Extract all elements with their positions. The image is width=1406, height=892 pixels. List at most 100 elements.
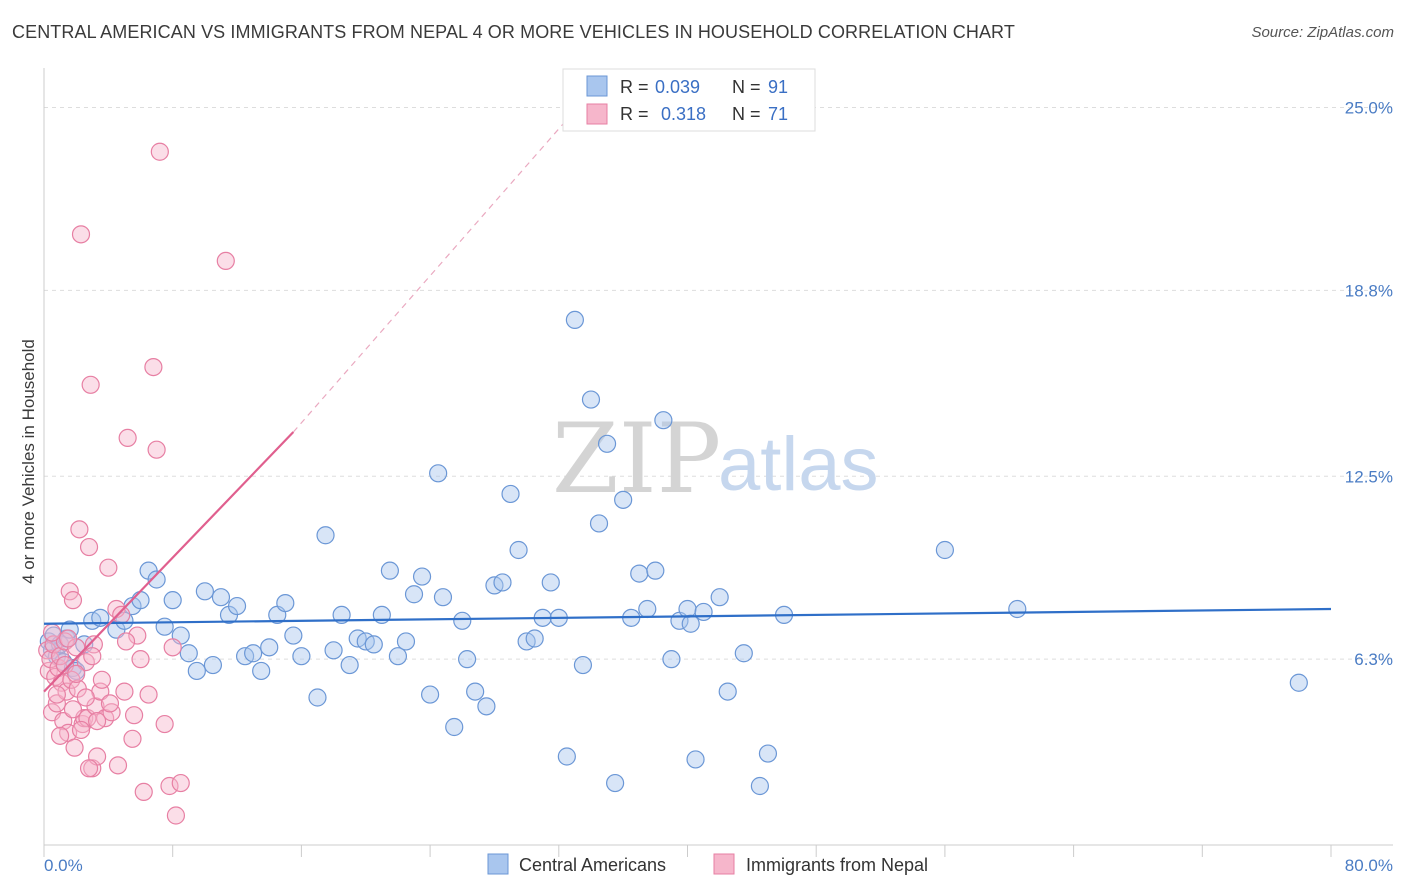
nepal-point-20	[70, 520, 89, 539]
y-tick-label-0: 6.3%	[1354, 650, 1393, 669]
central-americans-point-48	[396, 632, 416, 651]
nepal-point-59	[63, 700, 83, 719]
nepal-point-61	[71, 720, 91, 740]
nepal-point-45	[144, 358, 163, 377]
central-americans-point-18	[147, 570, 166, 589]
central-americans-point-52	[429, 464, 448, 483]
legend-swatch-pink	[586, 103, 608, 125]
nepal-point-17	[65, 738, 84, 757]
legend: R = 0.039 N = 91 R = 0.318 N = 71	[562, 68, 816, 132]
nepal-trend-extension	[292, 110, 576, 433]
central-americans-point-57	[466, 682, 485, 701]
central-americans-point-89	[758, 744, 778, 763]
nepal-point-40	[123, 729, 142, 748]
x-tick-label-0: 0.0%	[44, 856, 83, 875]
bottom-legend-central-americans: Central Americans	[519, 855, 666, 875]
central-americans-point-81	[662, 650, 681, 669]
nepal-trend-line	[43, 431, 295, 693]
nepal-point-55	[47, 685, 66, 704]
central-americans-point-40	[332, 605, 351, 625]
central-americans-point-25	[203, 655, 223, 675]
central-americans-point-36	[292, 647, 311, 666]
central-americans-point-62	[509, 540, 528, 560]
nepal-point-48	[155, 714, 174, 734]
central-americans-point-78	[638, 599, 657, 619]
central-americans-point-60	[493, 573, 512, 592]
central-americans-point-70	[573, 655, 593, 675]
legend-r-value-1: 0.039	[655, 77, 700, 97]
central-americans-point-47	[388, 647, 408, 666]
central-americans-point-23	[187, 661, 206, 681]
bottom-legend-swatch-blue	[487, 853, 509, 875]
x-tick-labels: 0.0% 80.0%	[44, 856, 1393, 875]
nepal-point-44	[139, 685, 158, 704]
nepal-point-46	[147, 440, 166, 459]
nepal-point-68	[108, 756, 128, 775]
central-americans-point-77	[630, 564, 649, 583]
watermark-zip: ZIP	[552, 403, 721, 515]
legend-n-value-2: 71	[768, 104, 788, 124]
central-americans-point-16	[131, 591, 150, 610]
watermark-atlas: atlas	[718, 422, 879, 507]
central-americans-point-20	[163, 591, 182, 610]
central-americans-point-39	[324, 641, 343, 660]
trend-lines	[43, 110, 1332, 693]
central-americans-point-73	[597, 434, 617, 453]
nepal-point-37	[112, 605, 131, 625]
central-americans-point-94	[750, 776, 769, 796]
bottom-legend-nepal: Immigrants from Nepal	[746, 855, 928, 875]
central-americans-point-37	[308, 688, 327, 707]
central-americans-point-24	[195, 582, 214, 601]
legend-r-value-2: 0.318	[661, 104, 706, 124]
central-americans-point-88	[734, 644, 753, 663]
nepal-point-10	[54, 711, 73, 731]
y-tick-labels: 6.3% 12.5% 18.8% 25.0%	[1345, 99, 1393, 670]
central-americans-point-86	[710, 588, 729, 607]
central-americans-point-83	[678, 599, 697, 619]
nepal-point-42	[131, 650, 150, 669]
central-americans-trend-line	[43, 607, 1332, 625]
central-americans-point-26	[211, 588, 231, 607]
central-americans-point-30	[244, 644, 263, 663]
nepal-point-66	[92, 670, 112, 689]
central-americans-point-95	[681, 614, 700, 633]
nepal-point-11	[55, 632, 75, 651]
central-americans-point-61	[501, 484, 520, 504]
legend-n-label-2: N =	[732, 104, 761, 124]
central-americans-point-34	[276, 593, 295, 613]
nepal-point-54	[42, 623, 62, 642]
y-tick-label-3: 25.0%	[1345, 99, 1393, 118]
nepal-point-64	[83, 647, 102, 666]
watermark: ZIP atlas	[552, 403, 879, 515]
nepal-point-16	[63, 591, 83, 610]
bottom-legend: Central Americans Immigrants from Nepal	[487, 853, 928, 875]
bottom-legend-swatch-pink	[713, 853, 735, 875]
central-americans-point-53	[433, 588, 453, 607]
nepal-point-56	[50, 726, 70, 745]
nepal-point-51	[166, 806, 186, 825]
central-americans-point-71	[581, 390, 601, 409]
nepal-point-53	[216, 251, 235, 270]
central-americans-point-22	[179, 644, 198, 663]
nepal-point-60	[67, 664, 86, 684]
central-americans-point-75	[614, 490, 633, 509]
central-americans-point-38	[316, 526, 335, 545]
central-americans-point-44	[364, 635, 383, 654]
nepal-point-67	[100, 694, 120, 713]
central-americans-point-49	[404, 585, 424, 604]
legend-r-label-1: R =	[620, 77, 649, 97]
central-americans-point-58	[477, 697, 496, 716]
nepal-point-39	[118, 428, 137, 447]
central-americans-point-56	[458, 650, 477, 669]
central-americans-point-41	[340, 655, 359, 675]
source-credit: Source: ZipAtlas.com	[1251, 24, 1394, 41]
central-americans-point-69	[565, 310, 584, 329]
central-americans-point-50	[412, 567, 432, 586]
central-americans-point-54	[445, 717, 464, 737]
nepal-point-8	[50, 647, 70, 666]
central-americans-point-19	[155, 617, 174, 636]
nepal-point-41	[128, 626, 147, 645]
nepal-point-65	[87, 711, 107, 731]
central-americans-point-28	[227, 596, 247, 616]
nepal-point-63	[79, 759, 99, 778]
